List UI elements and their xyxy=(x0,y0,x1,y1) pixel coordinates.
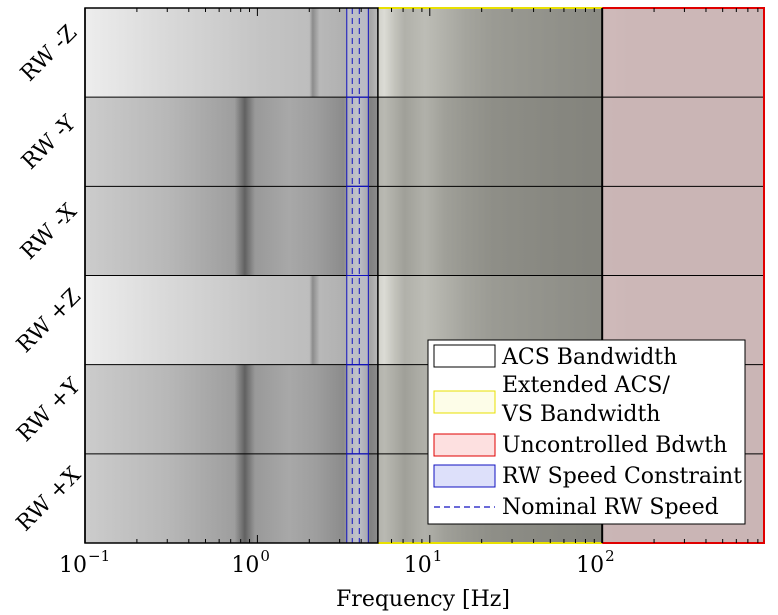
row-labels: RW -Z RW -Y RW -X RW +Z RW +Y RW +X xyxy=(12,21,86,537)
x-tick-exponent: 2 xyxy=(605,547,615,565)
row-label: RW -X xyxy=(16,199,82,265)
x-axis-label: Frequency [Hz] xyxy=(336,587,510,612)
x-tick-labels: 10 −1 10 0 10 1 10 2 xyxy=(59,547,615,578)
legend-label-ext-1: Extended ACS/ xyxy=(502,373,670,398)
row-label: RW +X xyxy=(12,462,86,536)
row-label: RW +Y xyxy=(12,373,86,447)
legend: ACS Bandwidth Extended ACS/ VS Bandwidth… xyxy=(427,339,746,525)
x-tick-label: 10 xyxy=(231,553,259,578)
uncontrolled-swatch xyxy=(433,433,496,457)
row-label: RW -Y xyxy=(17,111,81,175)
legend-label-ext-2: VS Bandwidth xyxy=(501,402,660,427)
legend-label-rw: RW Speed Constraint xyxy=(502,464,742,489)
x-tick-label: 10 xyxy=(59,553,87,578)
rw-speed-constraint-swatch xyxy=(433,464,496,488)
x-tick-exponent: 0 xyxy=(260,547,270,565)
x-tick-label: 10 xyxy=(404,553,432,578)
x-tick-exponent: 1 xyxy=(433,547,443,565)
row-label: RW -Z xyxy=(16,21,82,87)
legend-box xyxy=(427,339,746,525)
extended-acs-swatch xyxy=(433,390,496,414)
legend-label-unc: Uncontrolled Bdwth xyxy=(502,433,727,458)
legend-label-nom: Nominal RW Speed xyxy=(502,495,719,520)
legend-label-acs: ACS Bandwidth xyxy=(501,345,677,370)
x-tick-label: 10 xyxy=(576,553,604,578)
x-axis-ticks xyxy=(84,8,759,543)
row-label: RW +Z xyxy=(12,284,86,358)
x-tick-exponent: −1 xyxy=(88,547,110,565)
acs-bandwidth-swatch xyxy=(433,344,496,368)
